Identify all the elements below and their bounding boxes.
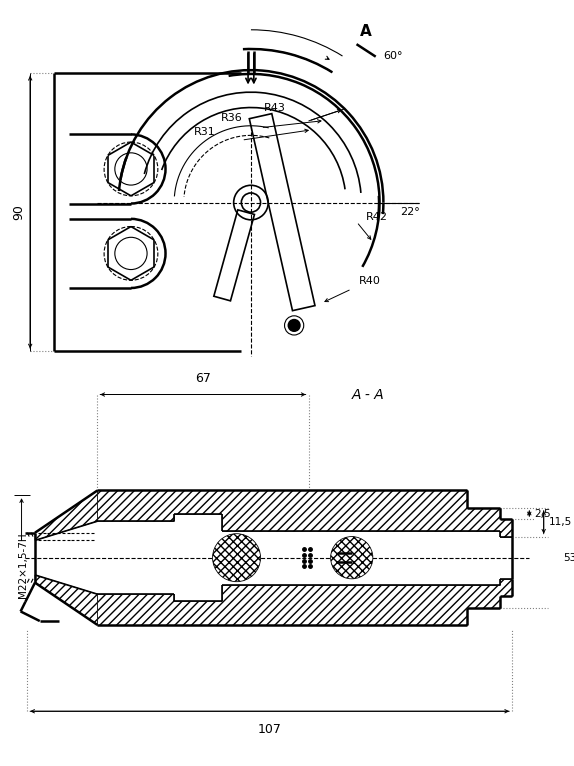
Text: R43: R43 — [264, 103, 286, 113]
Text: 2,5: 2,5 — [534, 509, 550, 519]
Polygon shape — [35, 490, 98, 540]
Polygon shape — [98, 579, 512, 625]
Text: R31: R31 — [194, 126, 216, 136]
Text: 67: 67 — [195, 372, 211, 385]
Polygon shape — [35, 575, 98, 625]
Text: 90: 90 — [13, 205, 25, 220]
Circle shape — [331, 536, 373, 579]
Text: R36: R36 — [221, 113, 243, 123]
Text: 60°: 60° — [383, 51, 403, 61]
Text: 107: 107 — [258, 723, 282, 736]
Text: R42: R42 — [366, 212, 388, 222]
Text: A: A — [360, 25, 372, 39]
Text: A - A: A - A — [352, 388, 385, 401]
Text: 11,5: 11,5 — [549, 517, 572, 527]
Text: M22×1,5-7H: M22×1,5-7H — [18, 532, 29, 598]
Circle shape — [212, 534, 261, 581]
Polygon shape — [98, 490, 512, 536]
Text: R40: R40 — [358, 277, 381, 286]
Circle shape — [288, 319, 300, 331]
Text: 53: 53 — [563, 553, 574, 563]
Text: 22°: 22° — [400, 207, 420, 217]
